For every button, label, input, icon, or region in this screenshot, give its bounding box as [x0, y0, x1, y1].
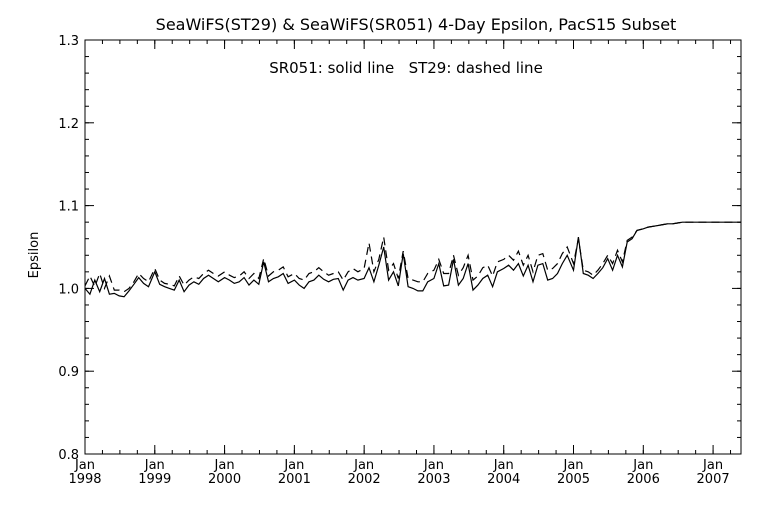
x-tick-month: Jan — [144, 458, 165, 473]
y-tick-label: 1.1 — [58, 200, 79, 215]
y-tick-label: 1.3 — [58, 34, 79, 49]
chart-title: SeaWiFS(ST29) & SeaWiFS(SR051) 4-Day Eps… — [156, 15, 677, 34]
x-axis-ticks: Jan1998Jan1999Jan2000Jan2001Jan2002Jan20… — [68, 40, 732, 487]
x-tick-year: 2001 — [278, 472, 311, 487]
x-tick-month: Jan — [74, 458, 95, 473]
x-tick-month: Jan — [562, 458, 583, 473]
x-tick-year: 1999 — [138, 472, 171, 487]
series-line-st29 — [84, 221, 741, 293]
x-tick-month: Jan — [632, 458, 653, 473]
plot-frame — [84, 39, 742, 455]
x-tick-year: 2000 — [208, 472, 241, 487]
x-tick-year: 2004 — [487, 472, 520, 487]
y-tick-label: 1.2 — [58, 117, 79, 132]
line-style-annotation: SR051: solid line ST29: dashed line — [269, 59, 543, 77]
x-tick-year: 2007 — [697, 472, 730, 487]
y-axis-label: Epsilon — [27, 232, 42, 279]
x-tick-month: Jan — [283, 458, 304, 473]
x-tick-year: 2002 — [348, 472, 381, 487]
series-line-sr051 — [84, 221, 741, 298]
y-axis-ticks: 0.8 0.9 1.0 1.1 1.2 1.3 — [58, 34, 741, 463]
x-tick-year: 2003 — [417, 472, 450, 487]
x-tick-month: Jan — [214, 458, 235, 473]
x-tick-month: Jan — [493, 458, 514, 473]
x-tick-month: Jan — [423, 458, 444, 473]
x-tick-month: Jan — [353, 458, 374, 473]
x-tick-month: Jan — [702, 458, 723, 473]
series-layer — [84, 221, 741, 298]
y-tick-label: 1.0 — [58, 282, 79, 297]
x-tick-year: 2005 — [557, 472, 590, 487]
y-tick-label: 0.9 — [58, 365, 79, 380]
x-tick-year: 1998 — [68, 472, 101, 487]
y-tick-label: 0.8 — [58, 448, 79, 463]
x-tick-year: 2006 — [627, 472, 660, 487]
